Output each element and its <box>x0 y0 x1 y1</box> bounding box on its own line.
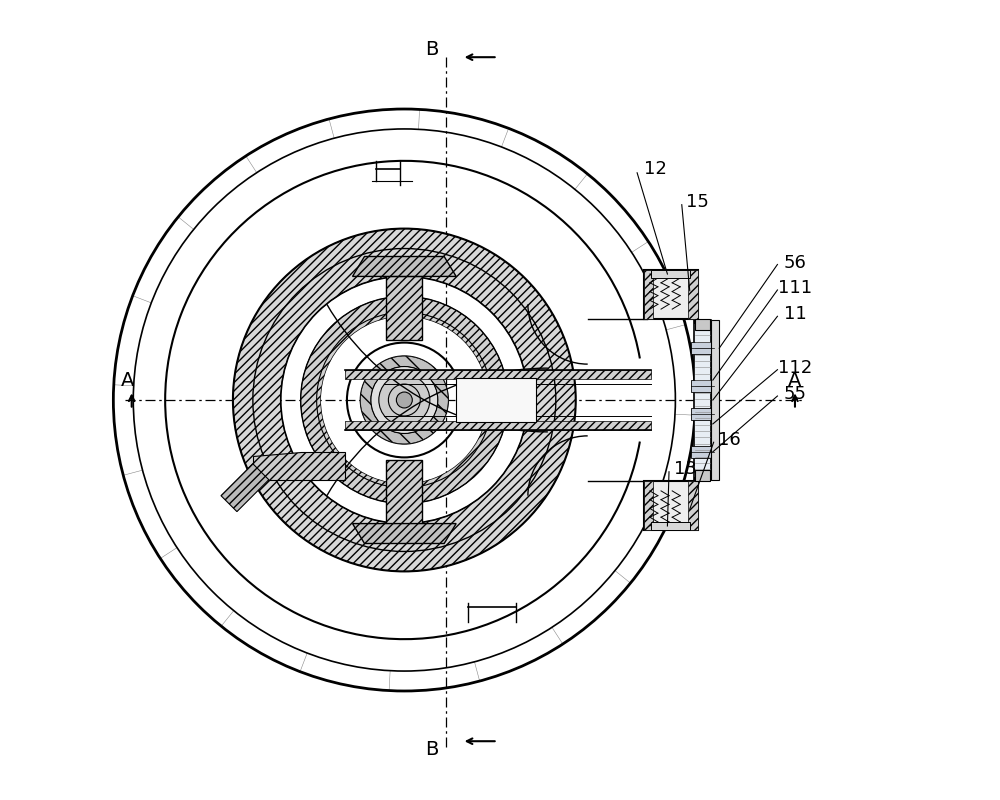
Text: 112: 112 <box>778 359 812 377</box>
Bar <box>694 320 711 480</box>
Wedge shape <box>301 296 508 504</box>
Text: 111: 111 <box>778 279 812 298</box>
Bar <box>695 470 710 482</box>
Bar <box>695 318 710 330</box>
Bar <box>691 380 714 392</box>
Text: 12: 12 <box>644 160 667 178</box>
Text: B: B <box>425 740 438 758</box>
Text: A: A <box>788 371 802 390</box>
Text: 13: 13 <box>674 460 696 478</box>
Circle shape <box>379 374 430 426</box>
Bar <box>711 320 719 480</box>
Polygon shape <box>353 523 456 543</box>
Bar <box>651 522 690 530</box>
Text: 15: 15 <box>686 194 709 211</box>
Polygon shape <box>221 464 269 512</box>
Polygon shape <box>386 460 422 523</box>
Polygon shape <box>253 452 345 480</box>
Wedge shape <box>360 356 448 444</box>
Polygon shape <box>644 270 653 318</box>
Polygon shape <box>345 421 651 430</box>
Wedge shape <box>233 229 576 571</box>
Bar <box>691 408 714 420</box>
Bar <box>456 378 536 422</box>
Polygon shape <box>353 257 456 277</box>
Bar <box>651 270 690 278</box>
Polygon shape <box>644 482 653 530</box>
Text: 16: 16 <box>718 431 741 449</box>
Circle shape <box>360 356 448 444</box>
Polygon shape <box>386 277 422 340</box>
Circle shape <box>396 392 412 408</box>
Text: A: A <box>121 371 134 390</box>
Bar <box>691 342 714 354</box>
Polygon shape <box>688 270 698 318</box>
Bar <box>691 446 714 458</box>
Polygon shape <box>345 370 651 379</box>
Text: B: B <box>425 40 438 58</box>
Text: 55: 55 <box>783 385 806 402</box>
Text: 56: 56 <box>784 254 806 272</box>
Polygon shape <box>644 482 698 530</box>
Text: 11: 11 <box>784 305 806 323</box>
Polygon shape <box>688 482 698 530</box>
Polygon shape <box>644 270 698 318</box>
